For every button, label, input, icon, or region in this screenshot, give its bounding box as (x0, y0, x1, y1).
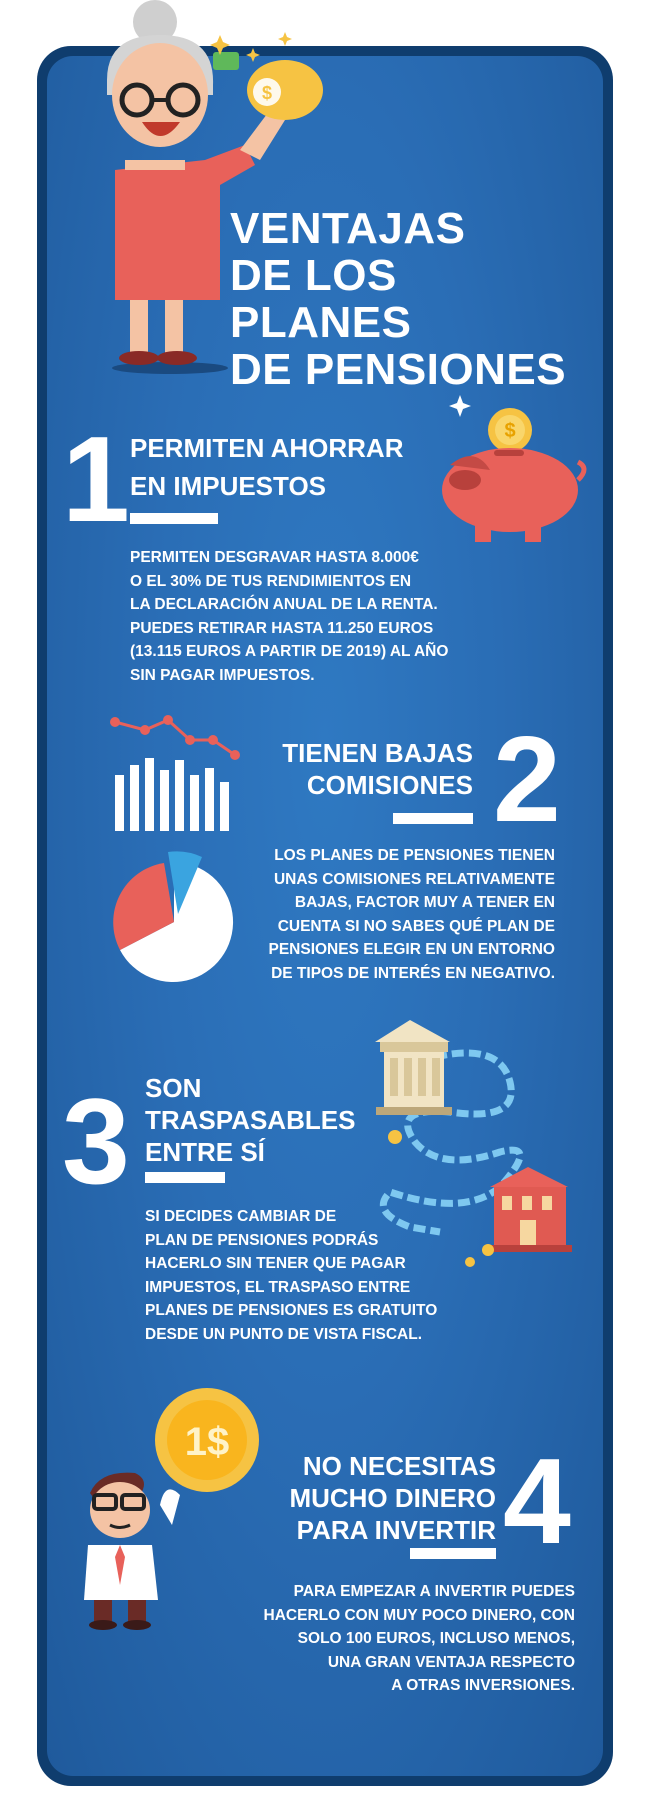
section-1-heading: PERMITEN AHORRAR EN IMPUESTOS (130, 432, 403, 502)
section-4-heading-line: NO NECESITAS (302, 1451, 496, 1481)
section-4-body-line: SOLO 100 EUROS, INCLUSO MENOS, (297, 1630, 575, 1647)
section-3-body-line: HACERLO SIN TENER QUE PAGAR (145, 1255, 406, 1272)
section-2-body-line: BAJAS, FACTOR MUY A TENER EN (294, 894, 555, 911)
bank-building-red (488, 1167, 572, 1252)
section-4-number: 4 (503, 1433, 571, 1569)
section-1-body-line: LA DECLARACIÓN ANUAL DE LA RENTA. (130, 596, 438, 613)
section-4-heading: NO NECESITAS MUCHO DINERO PARA INVERTIR (220, 1450, 496, 1546)
section-2-body-line: CUENTA SI NO SABES QUÉ PLAN DE (277, 917, 555, 935)
section-2-underline (393, 813, 473, 824)
bar-chart-pie-chart-icon (110, 715, 240, 982)
section-3-body-line: SI DECIDES CAMBIAR DE (145, 1208, 337, 1225)
businessman-coin-icon: 1$ (84, 1388, 259, 1630)
section-1-underline (130, 513, 218, 524)
section-3-heading-line: ENTRE SÍ (145, 1137, 265, 1167)
section-1-body-line: (13.115 EUROS A PARTIR DE 2019) AL AÑO (130, 643, 449, 660)
coin-label: 1$ (185, 1420, 230, 1464)
section-2-body-line: LOS PLANES DE PENSIONES TIENEN (274, 847, 555, 864)
page-title: VENTAJAS DE LOS PLANES DE PENSIONES (230, 205, 590, 393)
section-1-number: 1 (62, 411, 130, 547)
section-3-heading: SON TRASPASABLES ENTRE SÍ (145, 1072, 355, 1168)
section-3-heading-line: TRASPASABLES (145, 1105, 356, 1135)
section-3-heading-line: SON (145, 1073, 202, 1103)
section-1-body: PERMITEN DESGRAVAR HASTA 8.000€ O EL 30%… (130, 546, 448, 687)
section-1-heading-line: PERMITEN AHORRAR (130, 433, 404, 463)
section-4-heading-line: MUCHO DINERO (289, 1483, 496, 1513)
section-2-body-line: DE TIPOS DE INTERÉS EN NEGATIVO. (271, 964, 555, 982)
grandmother-with-piggy-bank-icon: $ (107, 0, 323, 374)
section-3-underline (145, 1172, 225, 1183)
section-3-body-line: PLANES DE PENSIONES ES GRATUITO (145, 1302, 438, 1319)
title-line-3: DE PENSIONES (230, 345, 567, 394)
section-1-body-line: O EL 30% DE TUS RENDIMIENTOS EN (130, 572, 412, 590)
section-4-underline (410, 1548, 496, 1559)
section-3-body-line: DESDE UN PUNTO DE VISTA FISCAL. (145, 1325, 423, 1343)
section-1-body-line: PERMITEN DESGRAVAR HASTA 8.000€ (130, 549, 419, 566)
title-line-2: DE LOS PLANES (230, 251, 412, 347)
section-4-body-line: UNA GRAN VENTAJA RESPECTO (327, 1653, 575, 1671)
section-2-body-line: PENSIONES ELEGIR EN UN ENTORNO (268, 941, 555, 958)
section-2-heading: TIENEN BAJAS COMISIONES (245, 737, 473, 801)
section-2-body-line: UNAS COMISIONES RELATIVAMENTE (273, 870, 555, 888)
section-3-body-line: IMPUESTOS, EL TRASPASO ENTRE (145, 1278, 411, 1296)
coin-dollar-sign: $ (504, 420, 515, 442)
section-4-body-line: PARA EMPEZAR A INVERTIR PUEDES (293, 1583, 575, 1600)
section-4-heading-line: PARA INVERTIR (296, 1515, 496, 1545)
section-1-heading-line: EN IMPUESTOS (130, 471, 327, 501)
bank-transfer-icon (375, 1020, 572, 1267)
section-2-body: LOS PLANES DE PENSIONES TIENEN UNAS COMI… (255, 844, 555, 985)
section-2-heading-line: COMISIONES (306, 770, 473, 800)
section-4-body-line: HACERLO CON MUY POCO DINERO, CON (263, 1606, 575, 1624)
section-3-body: SI DECIDES CAMBIAR DE PLAN DE PENSIONES … (145, 1205, 437, 1346)
piggy-dollar-sign: $ (262, 83, 272, 103)
bank-building-beige (375, 1020, 452, 1115)
section-2-number: 2 (493, 711, 561, 847)
section-3-number: 3 (62, 1073, 130, 1209)
section-4-body: PARA EMPEZAR A INVERTIR PUEDES HACERLO C… (235, 1580, 575, 1698)
section-4-body-line: A OTRAS INVERSIONES. (391, 1677, 575, 1694)
section-1-body-line: PUEDES RETIRAR HASTA 11.250 EUROS (130, 619, 434, 637)
piggy-bank-icon: $ (442, 395, 587, 542)
section-3-body-line: PLAN DE PENSIONES PODRÁS (145, 1231, 379, 1249)
section-2-heading-line: TIENEN BAJAS (282, 738, 473, 768)
section-1-body-line: SIN PAGAR IMPUESTOS. (130, 666, 315, 684)
title-line-1: VENTAJAS (230, 204, 466, 253)
